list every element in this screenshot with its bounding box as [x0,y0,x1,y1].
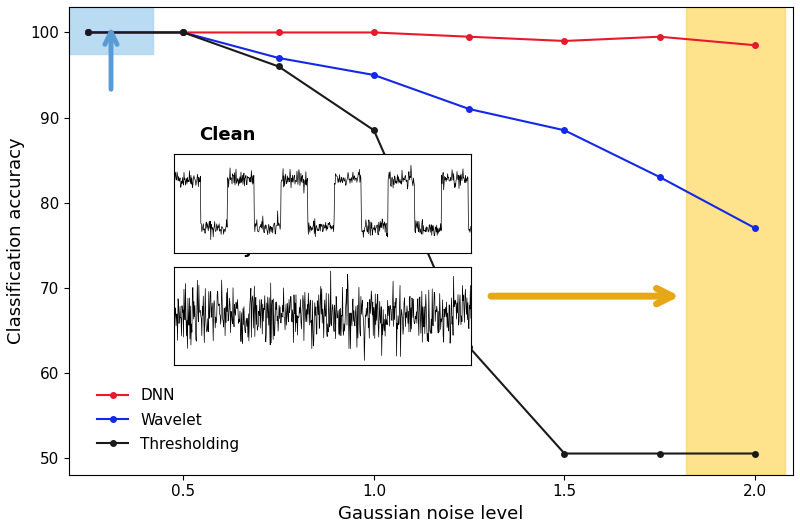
Bar [69,7,153,54]
Text: Noisy: Noisy [199,238,255,257]
Y-axis label: Classification accuracy: Classification accuracy [7,138,25,344]
Legend: DNN, Wavelet, Thresholding: DNN, Wavelet, Thresholding [91,382,246,458]
Bar [686,7,786,475]
Text: Clean: Clean [199,126,256,144]
X-axis label: Gaussian noise level: Gaussian noise level [338,505,524,523]
